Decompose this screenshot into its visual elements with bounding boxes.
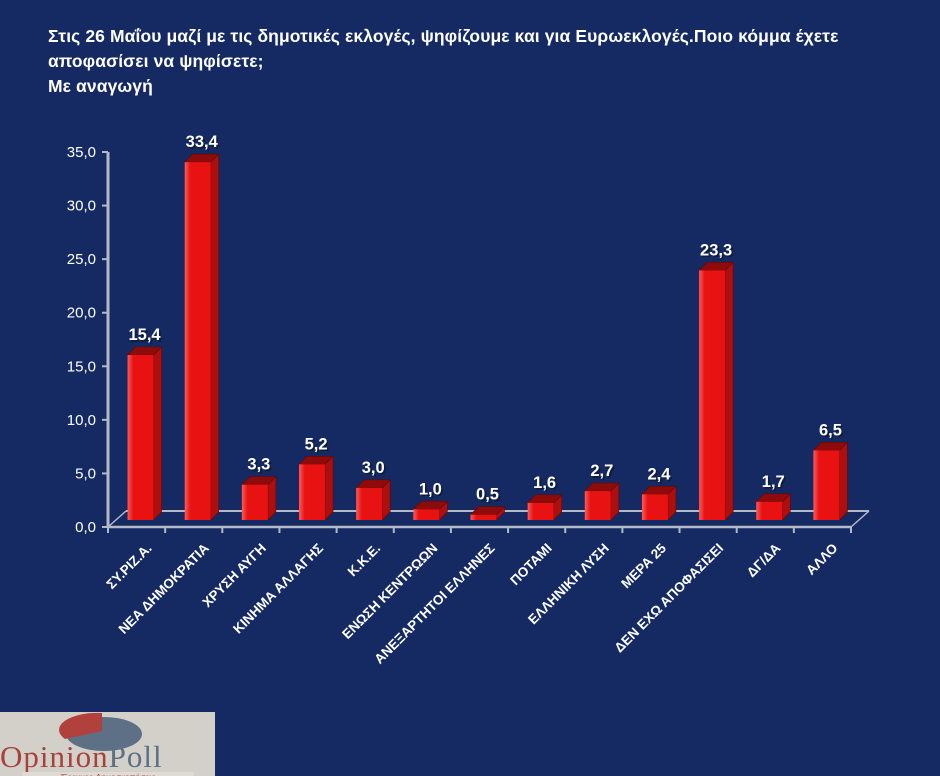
bar-side-face — [724, 261, 734, 521]
bar-front-face — [756, 501, 783, 520]
bar-value-shadow: 15,4 — [130, 328, 163, 346]
bar-value-shadow: 3,0 — [364, 461, 387, 479]
bar-value-label: 3,3 — [247, 456, 270, 474]
y-axis-tick-label: 0,0 — [75, 519, 96, 536]
bar-front-face — [527, 502, 554, 520]
bar-value-shadow: 2,7 — [592, 464, 615, 482]
bar-front-face — [641, 494, 668, 520]
logo-text-opinion: Opinion — [0, 739, 109, 774]
logo-text-poll: Poll — [109, 739, 163, 774]
bar-value-label: 33,4 — [186, 133, 219, 151]
bar-value-label: 2,7 — [590, 462, 613, 480]
bar-ΔΕΝ ΕΧΩ ΑΠΟΦΑΣΙΣΕΙ — [698, 261, 734, 521]
bar-value-label: 1,7 — [762, 473, 785, 491]
bar-value-label: 1,0 — [419, 480, 442, 498]
x-category-label-group: ΑΛΛΟ — [803, 541, 840, 578]
bar-value-label: 2,4 — [647, 465, 671, 483]
bar-ΠΟΤΑΜΙ — [526, 494, 563, 521]
bar-value-label: 0,5 — [476, 486, 499, 504]
x-category-label: ΑΛΛΟ — [803, 541, 840, 578]
y-axis-tick-label: 10,0 — [67, 412, 96, 429]
bar-front-face — [127, 355, 154, 520]
y-axis-tick-label: 5,0 — [75, 465, 96, 482]
bar-ΜΕΡΑ 25 — [641, 485, 677, 521]
bar-ΑΛΛΟ — [812, 441, 849, 521]
bar-value-shadow: 5,2 — [306, 437, 329, 455]
bar-ΑΝΕΞΑΡΤΗΤΟΙ ΕΛΛΗΝΕΣ — [469, 505, 506, 521]
logo-wordmark: OpinionPoll — [0, 739, 163, 774]
floor-left-edge — [107, 510, 127, 528]
y-axis-tick-label: 25,0 — [67, 251, 96, 268]
bar-front-face — [699, 270, 726, 520]
chart-note: Με αναγωγή — [48, 75, 153, 96]
x-category-label: ΜΕΡΑ 25 — [618, 540, 669, 591]
pie-slice-icon — [59, 712, 102, 739]
floor-right-edge — [850, 510, 870, 528]
x-category-label-group: ΔΓ/ΔΑ — [744, 540, 784, 580]
bar-front-face — [299, 464, 326, 520]
x-category-label: ΠΟΤΑΜΙ — [507, 541, 555, 589]
bar-value-label: 3,0 — [362, 459, 385, 477]
x-category-label-group: Κ.Κ.Ε. — [345, 541, 384, 580]
opinionpoll-logo: OpinionPoll Έρευνες-Δημοσκοπήσεις — [0, 712, 215, 776]
bar-value-shadow: 33,4 — [187, 135, 220, 153]
logo-tagline-text: Έρευνες-Δημοσκοπήσεις — [60, 772, 156, 776]
bar-ΕΛΛΗΝΙΚΗ ΛΥΣΗ — [584, 482, 620, 521]
bar-value-shadow: 1,7 — [764, 475, 787, 493]
bar-value-shadow: 1,0 — [421, 482, 444, 500]
bar-ΔΓ/ΔΑ — [755, 493, 791, 521]
opinionpoll-logo-art: OpinionPoll Έρευνες-Δημοσκοπήσεις — [0, 712, 215, 776]
x-category-label: ΑΝΕΞΑΡΤΗΤΟΙ ΕΛΛΗΝΕΣ — [371, 541, 497, 667]
x-category-label-group: ΜΕΡΑ 25 — [618, 540, 669, 591]
y-axis-tick-label: 15,0 — [67, 358, 96, 375]
bar-value-shadow: 6,5 — [821, 423, 844, 441]
bar-value-shadow: 23,3 — [702, 243, 734, 261]
x-category-label: ΕΝΩΣΗ ΚΕΝΤΡΩΩΝ — [339, 541, 440, 642]
bar-side-face — [839, 441, 848, 521]
x-category-label-group: ΔΕΝ ΕΧΩ ΑΠΟΦΑΣΙΣΕΙ — [611, 541, 726, 656]
bar-ΚΙΝΗΜΑ ΑΛΛΑΓΗΣ — [298, 455, 334, 521]
x-category-label: ΣΥ.ΡΙΖ.Α. — [103, 541, 154, 592]
bar-front-face — [813, 450, 840, 520]
x-category-label-group: ΕΝΩΣΗ ΚΕΝΤΡΩΩΝ — [339, 541, 440, 642]
x-category-label: Κ.Κ.Ε. — [345, 541, 384, 580]
chart-title-block: Στις 26 Μαΐου μαζί με τις δημοτικές εκλο… — [48, 24, 898, 99]
bar-front-face — [356, 487, 383, 520]
bar-front-face — [413, 509, 440, 520]
bar-ΧΡΥΣΗ ΑΥΓΗ — [241, 475, 277, 521]
bar-value-label: 15,4 — [129, 326, 162, 344]
x-category-label-group: ΣΥ.ΡΙΖ.Α. — [103, 541, 154, 592]
bar-Κ.Κ.Ε. — [355, 479, 391, 521]
bar-value-label: 6,5 — [819, 421, 842, 439]
bar-ΝΕΑ ΔΗΜΟΚΡΑΤΙΑ — [184, 153, 220, 521]
x-category-label: ΔΓ/ΔΑ — [744, 540, 784, 580]
bar-front-face — [184, 162, 211, 520]
bar-ΕΝΩΣΗ ΚΕΝΤΡΩΩΝ — [412, 500, 449, 521]
chart-question: Στις 26 Μαΐου μαζί με τις δημοτικές εκλο… — [48, 26, 839, 71]
bar-value-shadow: 3,3 — [249, 457, 272, 475]
bar-front-face — [241, 484, 268, 520]
x-category-label: ΔΕΝ ΕΧΩ ΑΠΟΦΑΣΙΣΕΙ — [611, 541, 726, 656]
bar-value-shadow: 2,4 — [649, 467, 673, 485]
bar-value-shadow: 0,5 — [478, 487, 501, 505]
x-category-label-group: ΑΝΕΞΑΡΤΗΤΟΙ ΕΛΛΗΝΕΣ — [371, 541, 497, 667]
bar-value-label: 23,3 — [700, 241, 732, 259]
x-category-label-group: ΠΟΤΑΜΙ — [507, 541, 555, 589]
y-axis-tick-label: 30,0 — [67, 198, 96, 215]
bar-ΣΥ.ΡΙΖ.Α. — [126, 346, 163, 521]
bar-side-face — [153, 346, 162, 521]
bar-value-shadow: 1,6 — [535, 476, 558, 494]
logo-tagline-strip — [22, 772, 194, 776]
bar-value-label: 5,2 — [305, 435, 328, 453]
bar-front-face — [470, 514, 497, 520]
y-axis-tick-label: 35,0 — [67, 144, 96, 161]
bar-side-face — [210, 153, 220, 521]
y-axis-tick-label: 20,0 — [67, 305, 96, 322]
bar-front-face — [584, 491, 611, 520]
bar-value-label: 1,6 — [533, 474, 556, 492]
bar-side-face — [324, 455, 334, 521]
